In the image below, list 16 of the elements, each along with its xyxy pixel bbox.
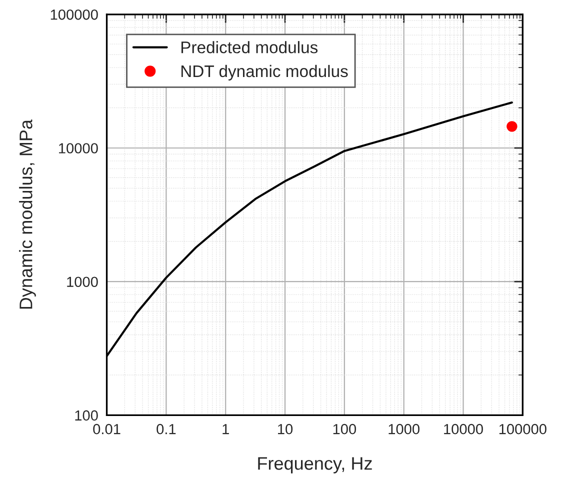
y-tick-label: 10000 [59, 143, 98, 154]
x-tick-label: 100 [333, 424, 356, 434]
legend-label: Predicted modulus [181, 41, 318, 54]
x-tick-label: 0.01 [93, 424, 120, 434]
y-tick-label: 1000 [67, 276, 98, 288]
y-axis-title: Dynamic modulus, MPa [19, 119, 36, 309]
legend-label: NDT dynamic modulus [181, 64, 348, 80]
x-tick-label: 1000 [388, 424, 420, 434]
x-tick-label: 1 [222, 424, 229, 434]
x-tick-label: 100000 [499, 424, 546, 434]
y-tick-label: 100 [75, 410, 98, 421]
x-tick-label: 10000 [444, 424, 483, 434]
y-tick-label: 100000 [50, 10, 98, 20]
x-tick-label: 0.1 [156, 424, 176, 434]
x-axis-title: Frequency, Hz [258, 457, 372, 474]
x-tick-label: 10 [278, 424, 293, 434]
